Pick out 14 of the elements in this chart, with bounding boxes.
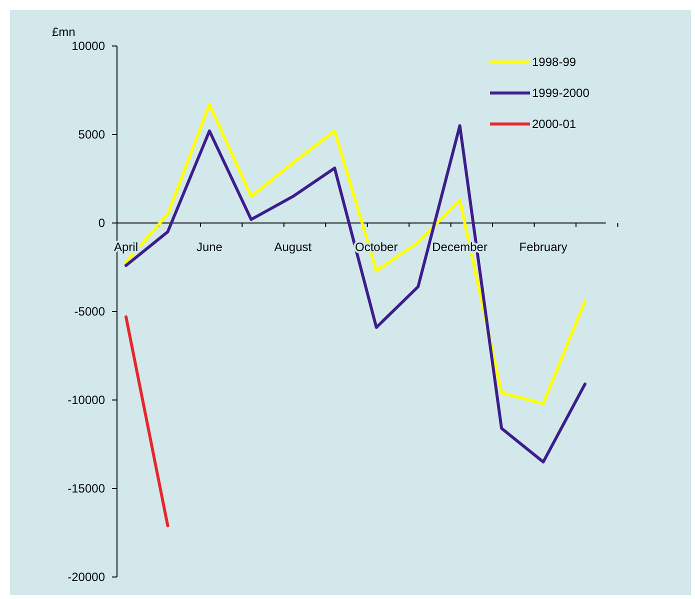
y-tick-label: -20000 [68, 570, 106, 584]
y-axis-title: £mn [52, 25, 76, 39]
legend-label: 2000-01 [532, 117, 576, 132]
legend-label: 1998-99 [532, 55, 576, 70]
y-tick-label: 0 [98, 216, 106, 230]
y-tick-label: -10000 [68, 393, 106, 408]
y-tick-label: -15000 [68, 482, 106, 496]
x-tick-label: June [196, 240, 223, 254]
y-tick-label: -5000 [74, 304, 106, 319]
x-tick-label: February [519, 240, 568, 254]
x-tick-label: August [274, 240, 312, 254]
legend-label: 1999-2000 [532, 86, 590, 100]
y-tick-label: 5000 [78, 128, 106, 142]
y-tick-label: 10000 [72, 39, 106, 54]
